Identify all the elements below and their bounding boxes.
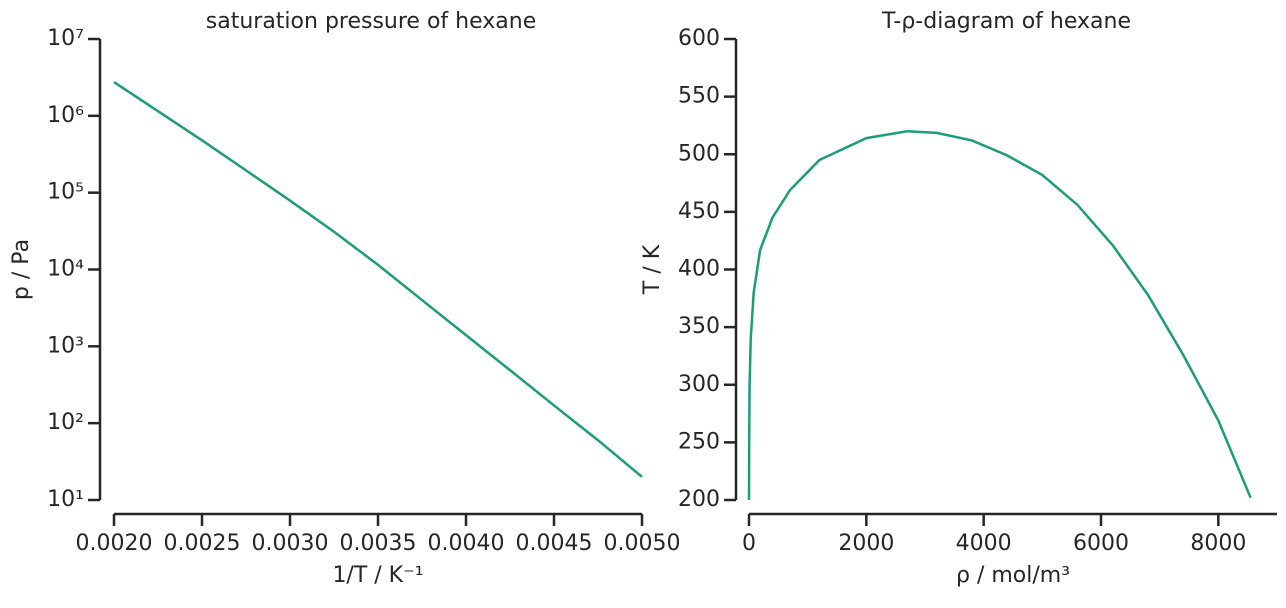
x-axis-label: ρ / mol/m³ <box>956 563 1070 588</box>
x-tick-label: 0.0025 <box>164 531 241 556</box>
x-tick-label: 4000 <box>956 531 1012 556</box>
chart-title: T-ρ-diagram of hexane <box>881 9 1131 34</box>
y-tick-label: 10⁷ <box>47 26 84 51</box>
y-tick-label: 10³ <box>47 333 84 358</box>
y-tick-label: 10⁴ <box>47 257 84 282</box>
chart-title: saturation pressure of hexane <box>206 9 536 34</box>
y-tick-label: 10² <box>47 410 84 435</box>
y-tick-label: 550 <box>678 84 720 109</box>
x-tick-label: 2000 <box>838 531 894 556</box>
y-tick-label: 10⁶ <box>47 103 84 128</box>
y-tick-label: 300 <box>678 372 720 397</box>
data-line <box>747 129 1252 501</box>
x-tick-label: 0.0020 <box>76 531 153 556</box>
x-tick-label: 0.0045 <box>516 531 593 556</box>
data-line <box>113 81 643 478</box>
x-tick-label: 0 <box>742 531 756 556</box>
y-tick-label: 350 <box>678 314 720 339</box>
x-axis-label: 1/T / K⁻¹ <box>332 563 423 588</box>
y-tick-label: 250 <box>678 429 720 454</box>
x-tick-label: 0.0030 <box>252 531 329 556</box>
y-tick-label: 500 <box>678 141 720 166</box>
y-tick-label: 600 <box>678 26 720 51</box>
y-tick-label: 400 <box>678 257 720 282</box>
y-tick-label: 10¹ <box>47 487 84 512</box>
y-axis-label: p / Pa <box>9 239 34 300</box>
y-tick-label: 10⁵ <box>47 180 84 205</box>
x-tick-label: 0.0035 <box>340 531 417 556</box>
y-tick-label: 200 <box>678 487 720 512</box>
x-tick-label: 8000 <box>1190 531 1246 556</box>
y-axis-label: T / K <box>640 244 665 295</box>
x-tick-label: 6000 <box>1073 531 1129 556</box>
x-tick-label: 0.0050 <box>604 531 681 556</box>
x-tick-label: 0.0040 <box>428 531 505 556</box>
y-tick-label: 450 <box>678 199 720 224</box>
